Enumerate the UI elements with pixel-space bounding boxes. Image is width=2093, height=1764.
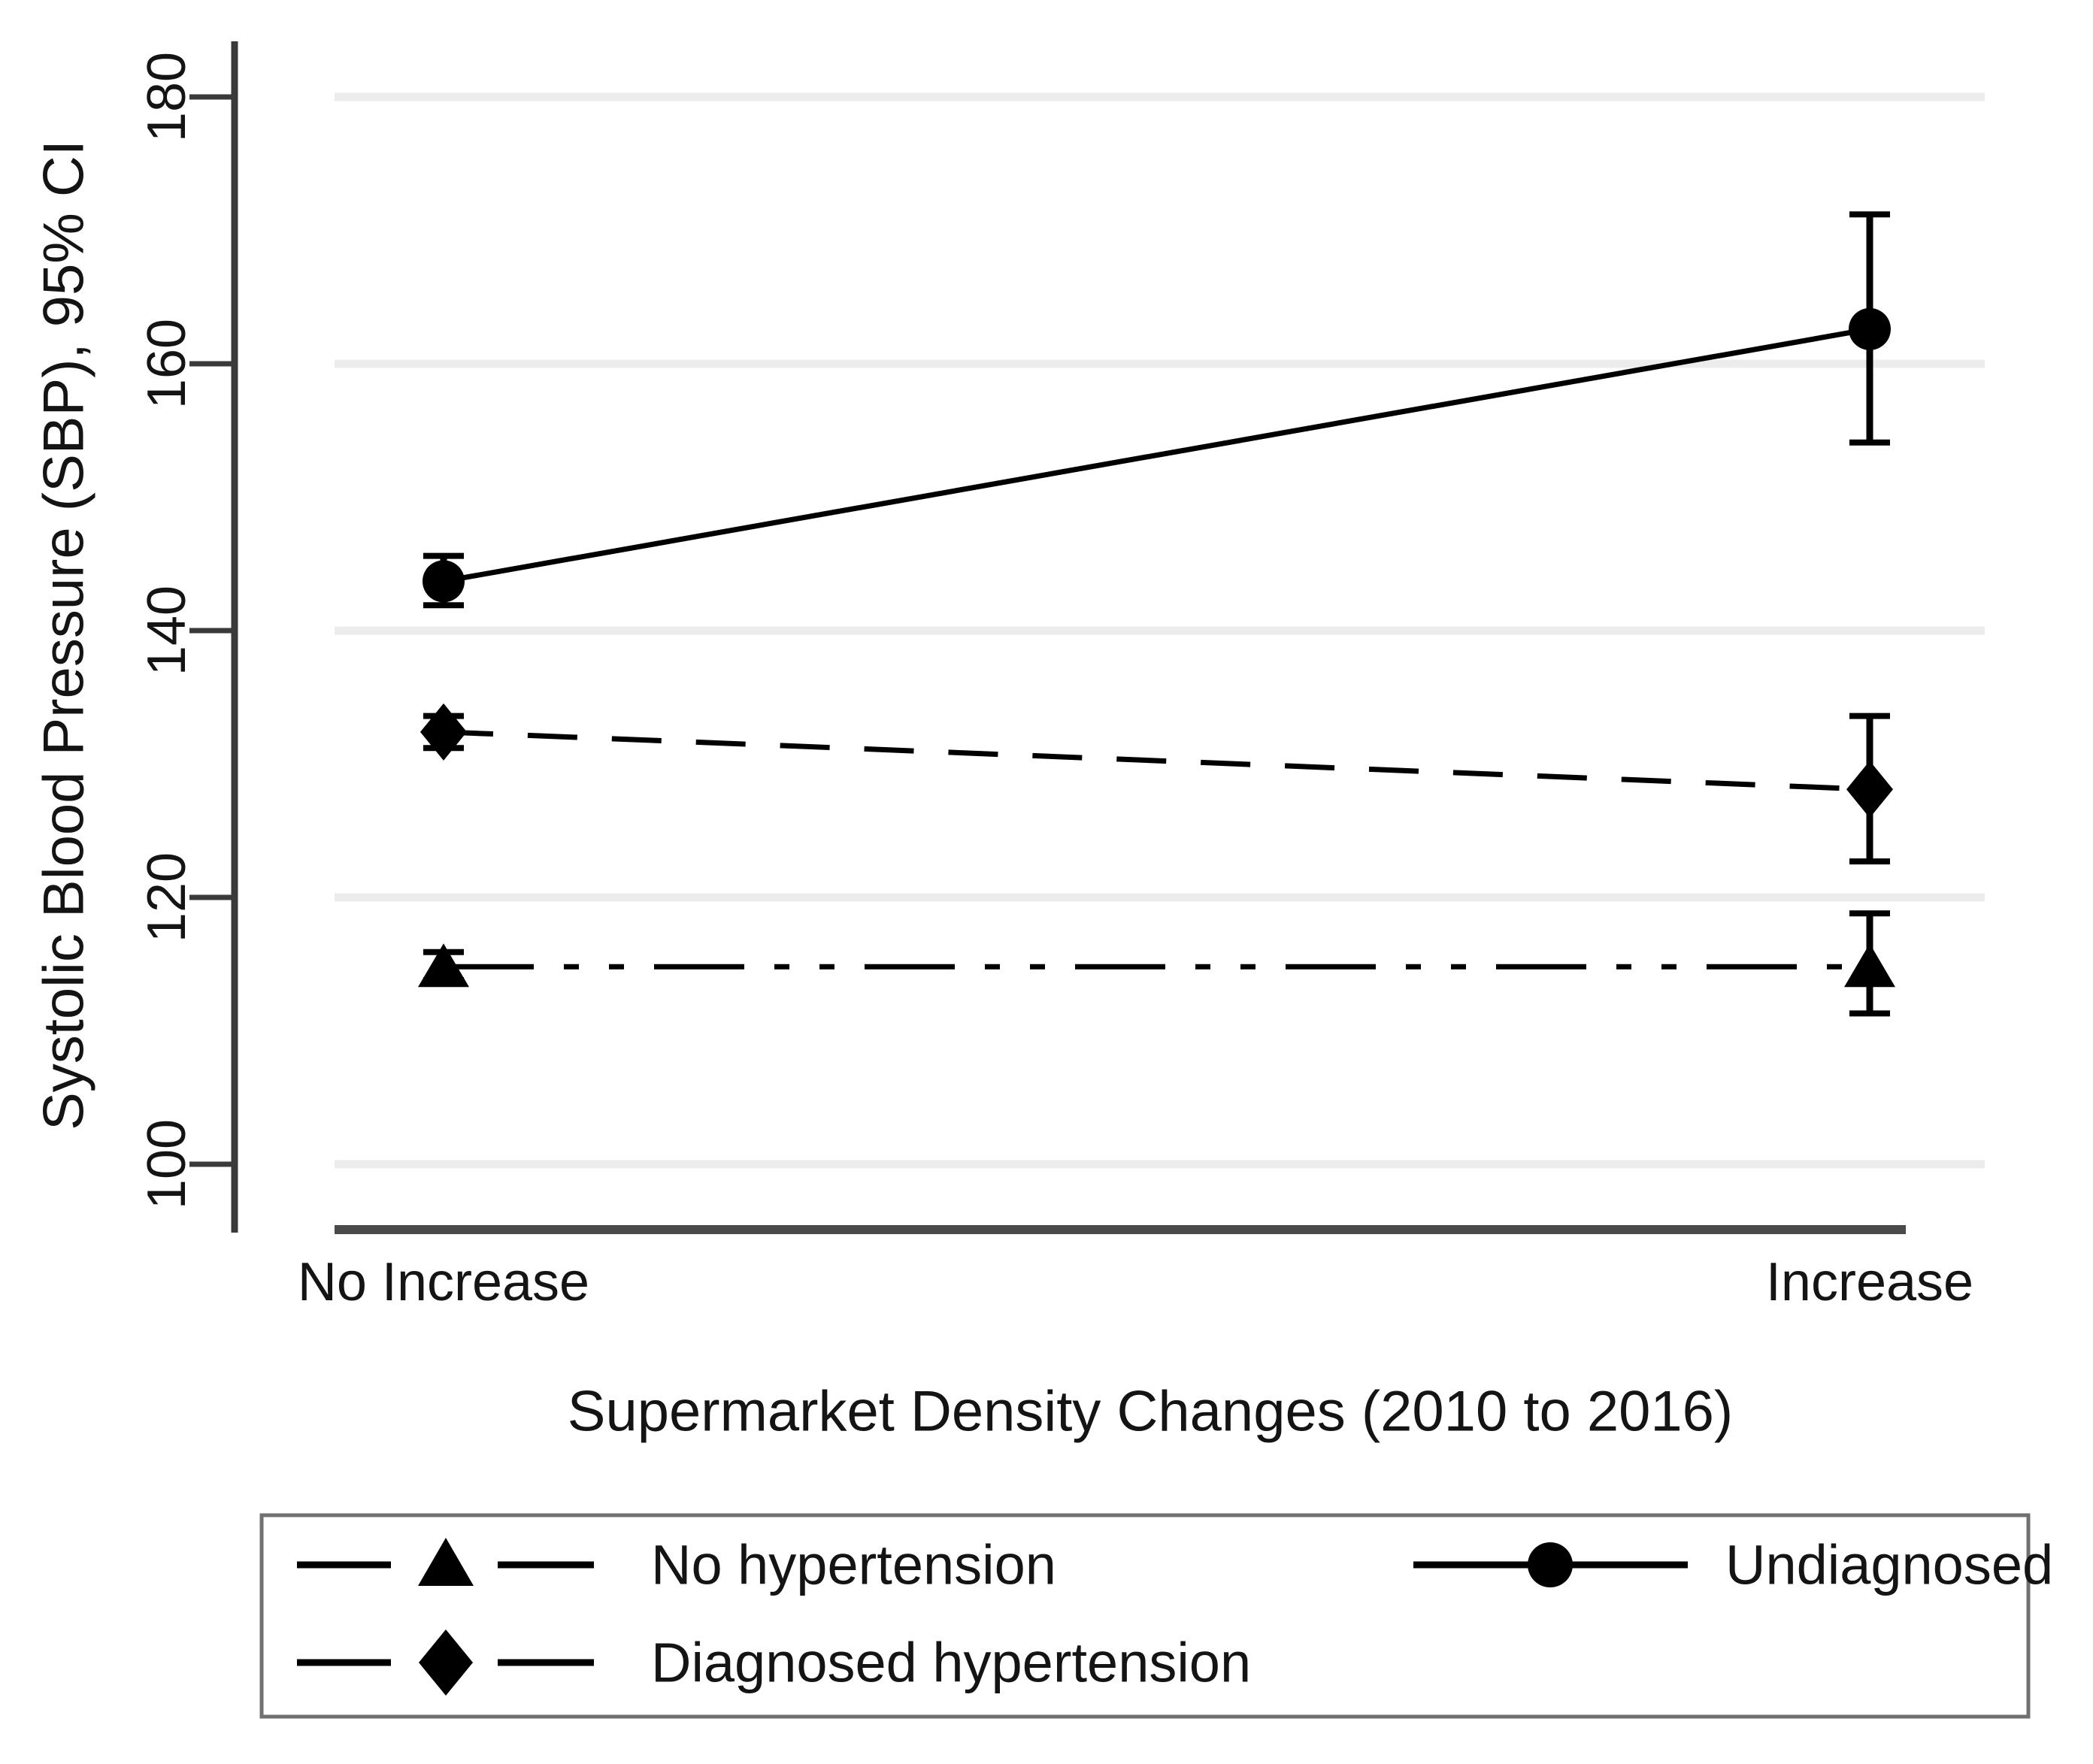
y-tick-label-120: 120: [137, 852, 197, 943]
circle-marker-icon: [1849, 307, 1891, 350]
series-circle: [423, 211, 1891, 609]
legend-border: [259, 1513, 2031, 1719]
y-tick-label-100: 100: [137, 1119, 197, 1209]
circle-marker-icon: [1528, 1542, 1573, 1587]
circle-marker-icon: [423, 560, 465, 603]
legend-label: No hypertension: [651, 1534, 1056, 1596]
x-tick-label-0: No Increase: [298, 1252, 589, 1312]
y-axis-title: Systolic Blood Pressure (SBP), 95% CI: [32, 140, 96, 1130]
y-tick-label-140: 140: [137, 585, 197, 676]
legend-box: No hypertension Diagnosed hypertension U…: [259, 1513, 2053, 1719]
legend-label: Diagnosed hypertension: [651, 1632, 1251, 1694]
triangle-marker-icon: [418, 1538, 474, 1586]
legend-entry-undiagnosed: Undiagnosed: [1413, 1534, 2053, 1596]
triangle-marker-icon: [1844, 943, 1895, 988]
y-tick-label-160: 160: [137, 319, 197, 409]
legend-entry-no-hypertension: No hypertension: [297, 1534, 1056, 1596]
legend-entry-diagnosed-hypertension: Diagnosed hypertension: [297, 1629, 1251, 1696]
legend-label: Undiagnosed: [1725, 1534, 2053, 1596]
x-tick-label-1: Increase: [1766, 1252, 1973, 1312]
x-tick-labels: No Increase Increase: [298, 1252, 1973, 1312]
diamond-marker-icon: [1846, 761, 1893, 818]
diamond-marker-icon: [420, 703, 467, 761]
series-diamond: [420, 703, 1893, 865]
triangle-marker-icon: [418, 943, 469, 988]
gridlines: [335, 92, 1985, 1169]
data-series: [418, 211, 1895, 1017]
y-tick-label-180: 180: [137, 52, 197, 142]
y-ticks: 100 120 140 160 180: [137, 52, 235, 1209]
series-line-solid: [443, 326, 1870, 584]
diamond-marker-icon: [419, 1629, 473, 1696]
series-line-long-dash: [443, 729, 1870, 792]
x-axis-title: Supermarket Density Changes (2010 to 201…: [568, 1380, 1733, 1444]
series-triangle: [418, 910, 1895, 1017]
